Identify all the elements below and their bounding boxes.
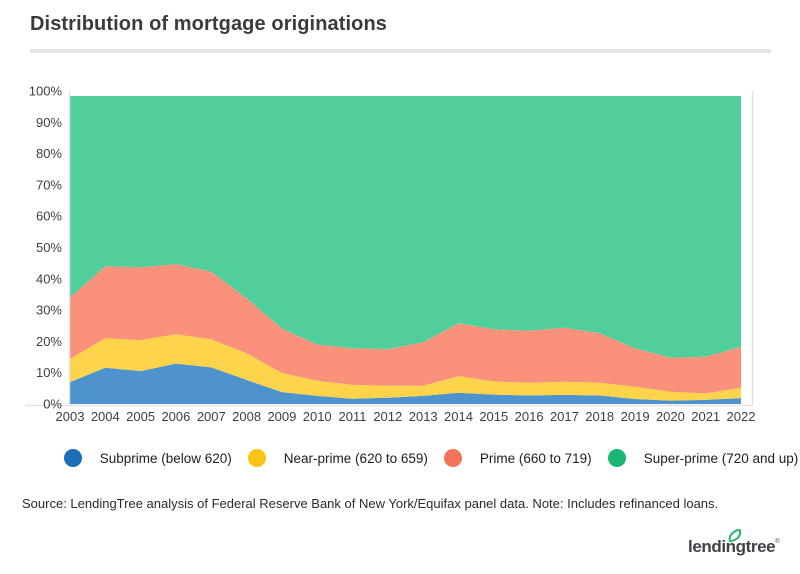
x-axis-year-label: 2020 (656, 409, 685, 424)
x-axis-year-label: 2015 (479, 409, 508, 424)
lendingtree-logo: lendingtree® (688, 529, 788, 563)
legend-label: Super-prime (720 and up) (643, 450, 799, 466)
y-axis-tick-label: 80% (36, 146, 62, 161)
x-axis-year-label: 2022 (727, 409, 756, 424)
y-axis-tick-label: 100% (29, 84, 63, 99)
near-prime-color-dot-icon (247, 449, 266, 467)
legend-label: Subprime (below 620) (99, 450, 232, 466)
chart-title: Distribution of mortgage originations (30, 13, 388, 35)
chart-legend: Subprime (below 620) Near-prime (620 to … (0, 449, 800, 467)
y-axis-tick-label: 20% (36, 334, 62, 349)
subprime-color-dot-icon (63, 449, 82, 467)
x-axis-year-label: 2009 (267, 409, 296, 424)
registered-trademark-mark: ® (775, 539, 780, 545)
y-axis-tick-label: 50% (36, 240, 62, 255)
legend-item-super-prime: Super-prime (720 and up) (607, 449, 799, 467)
y-axis-tick-label: 10% (36, 365, 62, 380)
y-axis-tick-label: 90% (36, 115, 62, 130)
stacked-area-near-prime (70, 334, 741, 401)
legend-label: Near-prime (620 to 659) (283, 450, 428, 466)
logo-wordmark: lendingtree (688, 537, 776, 556)
y-axis-tick-label: 30% (36, 303, 62, 318)
y-axis-tick-label: 70% (36, 177, 62, 192)
x-axis-year-label: 2013 (409, 409, 438, 424)
y-axis-tick-label: 0% (43, 397, 62, 412)
legend-item-subprime: Subprime (below 620) (63, 449, 232, 467)
x-axis-year-label: 2016 (515, 409, 544, 424)
stacked-area-subprime (70, 363, 741, 404)
leaf-icon (728, 529, 742, 543)
legend-label: Prime (660 to 719) (479, 450, 592, 466)
stacked-area-prime (70, 264, 741, 394)
x-axis-year-label: 2006 (161, 409, 190, 424)
y-axis-tick-label: 60% (36, 209, 62, 224)
x-axis-year-label: 2008 (232, 409, 261, 424)
x-axis-year-label: 2019 (621, 409, 650, 424)
x-axis-year-label: 2017 (550, 409, 579, 424)
x-axis-year-label: 2007 (197, 409, 226, 424)
legend-item-near-prime: Near-prime (620 to 659) (247, 449, 428, 467)
x-axis-year-label: 2010 (303, 409, 332, 424)
source-note: Source: LendingTree analysis of Federal … (22, 496, 719, 511)
x-axis-year-label: 2021 (691, 409, 720, 424)
x-axis-year-label: 2018 (585, 409, 614, 424)
stacked-area-super-prime (70, 96, 741, 358)
super-prime-color-dot-icon (607, 449, 626, 467)
x-axis-year-label: 2003 (56, 409, 85, 424)
x-axis-year-label: 2005 (126, 409, 155, 424)
prime-color-dot-icon (443, 449, 462, 467)
legend-item-prime: Prime (660 to 719) (443, 449, 592, 467)
x-axis-year-label: 2011 (339, 409, 367, 424)
x-axis-year-label: 2004 (91, 409, 120, 424)
title-divider (30, 49, 771, 53)
x-axis-year-label: 2012 (373, 409, 402, 424)
y-axis-tick-label: 40% (36, 271, 62, 286)
x-axis-year-label: 2014 (444, 409, 473, 424)
